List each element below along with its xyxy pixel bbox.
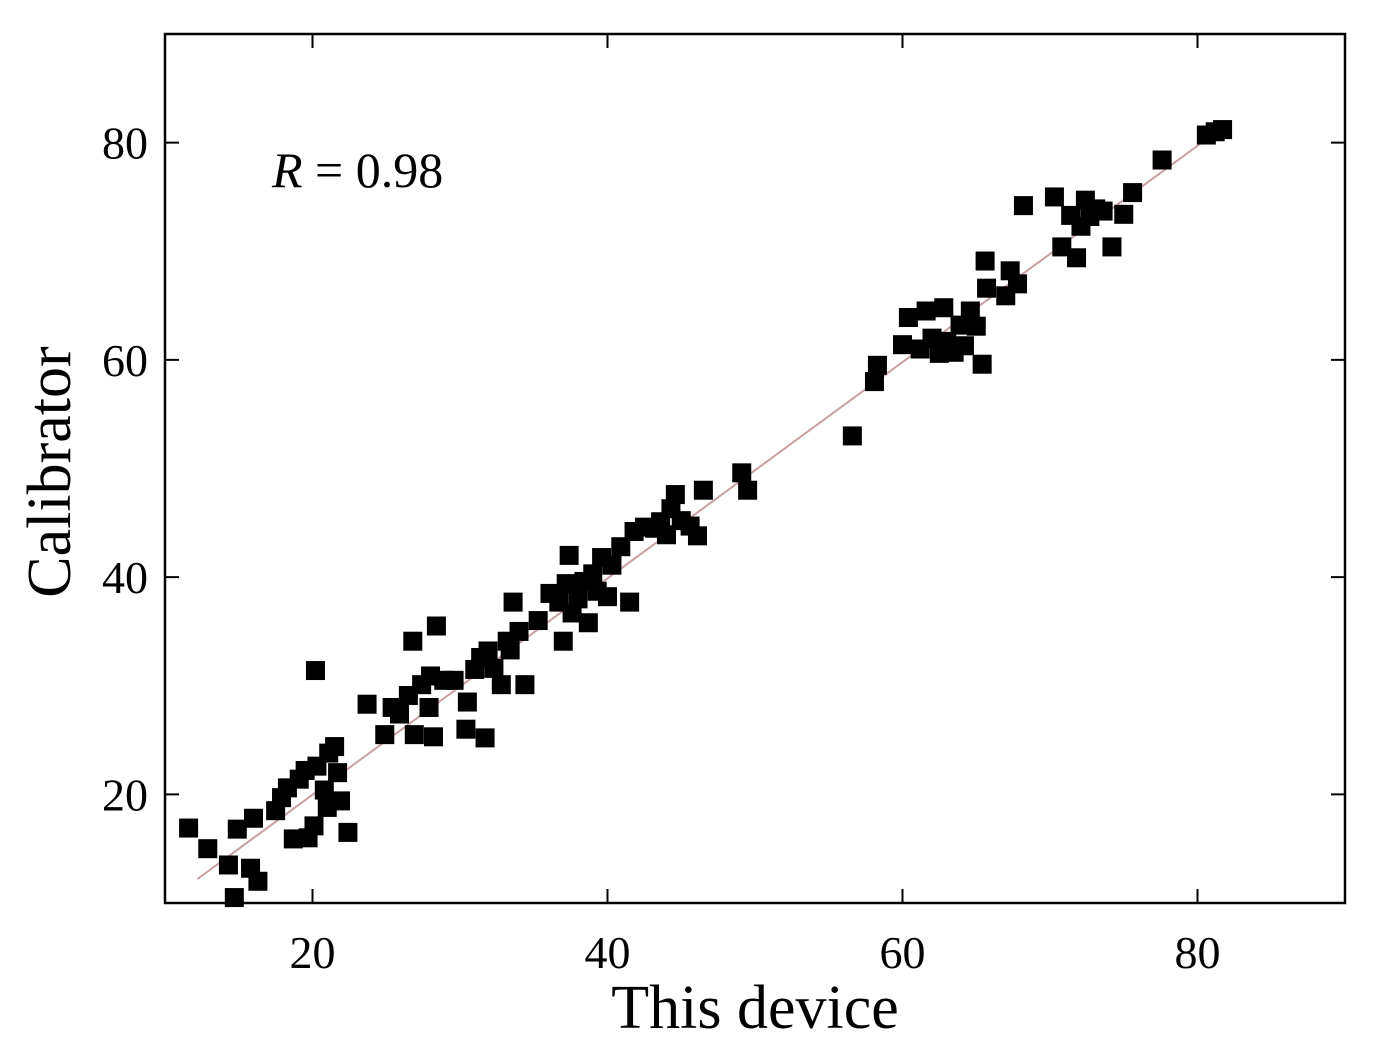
data-point-43 bbox=[475, 728, 495, 748]
data-point-84 bbox=[867, 355, 887, 375]
data-point-81 bbox=[738, 480, 758, 500]
data-point-88 bbox=[916, 301, 936, 321]
data-point-26 bbox=[375, 725, 395, 745]
data-point-46 bbox=[491, 675, 511, 695]
data-point-105 bbox=[1044, 187, 1064, 207]
data-point-51 bbox=[515, 675, 535, 695]
data-point-28 bbox=[390, 704, 410, 724]
data-point-2 bbox=[218, 855, 238, 875]
data-point-0 bbox=[179, 818, 199, 838]
data-point-65 bbox=[598, 587, 617, 607]
data-point-97 bbox=[966, 316, 986, 336]
data-point-103 bbox=[1008, 274, 1028, 294]
x-axis-label: This device bbox=[611, 974, 899, 1042]
x-tick-label-20: 20 bbox=[290, 927, 336, 978]
data-point-66 bbox=[602, 555, 622, 575]
data-point-36 bbox=[426, 616, 446, 636]
data-point-11 bbox=[283, 829, 303, 849]
data-point-89 bbox=[922, 328, 942, 348]
data-point-3 bbox=[227, 819, 247, 839]
data-point-45 bbox=[484, 658, 504, 678]
data-point-85 bbox=[893, 335, 912, 355]
data-point-33 bbox=[419, 697, 439, 717]
data-point-22 bbox=[328, 763, 348, 783]
data-point-15 bbox=[304, 816, 324, 836]
data-point-7 bbox=[244, 808, 263, 828]
r-annotation-variable: R bbox=[271, 142, 303, 198]
data-point-24 bbox=[338, 822, 358, 842]
data-point-86 bbox=[898, 308, 918, 328]
data-point-78 bbox=[687, 526, 707, 546]
x-tick-label-40: 40 bbox=[585, 927, 631, 978]
data-point-98 bbox=[972, 354, 992, 374]
data-point-59 bbox=[568, 589, 588, 609]
data-point-104 bbox=[1013, 196, 1033, 216]
y-tick-label-80: 80 bbox=[102, 118, 148, 169]
data-point-5 bbox=[248, 871, 268, 891]
data-point-115 bbox=[1114, 204, 1134, 224]
data-point-56 bbox=[556, 574, 576, 594]
x-tick-label-80: 80 bbox=[1175, 927, 1221, 978]
plot-frame bbox=[163, 32, 1347, 905]
data-point-91 bbox=[934, 298, 954, 318]
data-points bbox=[179, 120, 1233, 908]
data-point-50 bbox=[509, 621, 529, 641]
y-tick-label-20: 20 bbox=[102, 769, 148, 820]
axis-ticks: 20 40 60 80 20 40 60 80 bbox=[102, 34, 1345, 978]
data-point-38 bbox=[444, 670, 464, 690]
data-point-1 bbox=[198, 839, 218, 859]
data-point-57 bbox=[559, 545, 579, 565]
data-point-100 bbox=[977, 278, 997, 298]
data-point-49 bbox=[503, 592, 523, 612]
data-point-75 bbox=[665, 485, 685, 505]
data-point-68 bbox=[620, 592, 640, 612]
data-point-40 bbox=[457, 692, 477, 712]
data-point-99 bbox=[975, 251, 995, 271]
y-tick-label-60: 60 bbox=[102, 335, 148, 386]
data-point-116 bbox=[1123, 183, 1143, 203]
data-point-17 bbox=[305, 661, 325, 681]
data-point-96 bbox=[960, 301, 980, 321]
data-point-106 bbox=[1052, 237, 1072, 257]
data-point-23 bbox=[331, 791, 351, 811]
data-point-82 bbox=[842, 426, 862, 446]
data-point-48 bbox=[500, 640, 520, 660]
data-point-61 bbox=[578, 613, 598, 633]
data-point-117 bbox=[1152, 150, 1172, 170]
data-point-30 bbox=[404, 725, 424, 745]
data-point-108 bbox=[1067, 248, 1087, 268]
data-point-34 bbox=[423, 727, 443, 747]
data-point-18 bbox=[314, 780, 334, 800]
data-point-55 bbox=[553, 631, 573, 651]
data-point-39 bbox=[456, 719, 476, 739]
x-tick-label-60: 60 bbox=[880, 927, 926, 978]
data-point-52 bbox=[528, 611, 548, 631]
data-point-73 bbox=[657, 525, 676, 545]
y-tick-label-40: 40 bbox=[102, 552, 148, 603]
data-point-95 bbox=[954, 336, 974, 356]
r-annotation: R = 0.98 bbox=[271, 142, 443, 198]
data-point-25 bbox=[357, 694, 377, 714]
data-point-120 bbox=[1213, 120, 1233, 140]
data-point-20 bbox=[325, 737, 345, 757]
data-point-44 bbox=[478, 641, 498, 661]
data-point-83 bbox=[864, 372, 884, 392]
data-point-62 bbox=[583, 564, 603, 584]
data-point-80 bbox=[732, 463, 752, 483]
data-point-113 bbox=[1093, 201, 1113, 221]
data-point-31 bbox=[403, 631, 423, 651]
data-point-79 bbox=[693, 480, 713, 500]
y-axis-label: Calibrator bbox=[16, 346, 84, 598]
data-point-67 bbox=[611, 537, 631, 557]
r-annotation-value: = 0.98 bbox=[303, 142, 444, 198]
data-point-114 bbox=[1102, 237, 1122, 257]
